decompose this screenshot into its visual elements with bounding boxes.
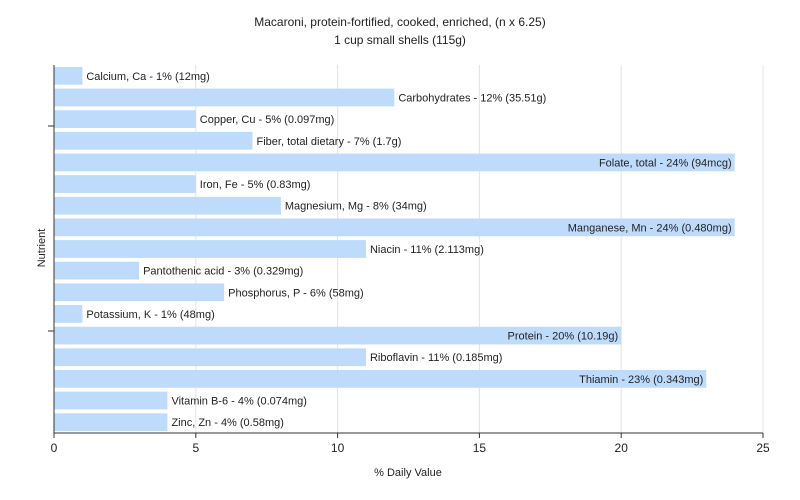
bars: Calcium, Ca - 1% (12mg) Carbohydrates - 1… — [54, 66, 735, 432]
x-tick-label: 10 — [331, 441, 345, 455]
bar-label: Copper, Cu - 5% (0.097mg) — [200, 114, 335, 126]
chart-title: Macaroni, protein-fortified, cooked, enr… — [254, 15, 546, 29]
bar — [54, 131, 253, 150]
bar — [54, 283, 225, 302]
y-axis-label: Nutrient — [36, 229, 48, 268]
axes: 0 5 10 15 20 25 — [48, 65, 770, 455]
bar-label: Fiber, total dietary - 7% (1.7g) — [257, 136, 402, 148]
bar — [54, 305, 83, 323]
bar — [54, 218, 735, 237]
bar-label: Riboflavin - 11% (0.185mg) — [370, 352, 502, 364]
bar-label: Carbohydrates - 12% (35.51g) — [398, 92, 546, 104]
bar-label: Magnesium, Mg - 8% (34mg) — [285, 201, 427, 213]
bar-label: Pantothenic acid - 3% (0.329mg) — [143, 266, 303, 278]
x-tick-label: 25 — [756, 441, 770, 455]
bar-label: Manganese, Mn - 24% (0.480mg) — [568, 222, 732, 234]
x-tick-label: 20 — [615, 441, 629, 455]
bar-label: Phosphorus, P - 6% (58mg) — [228, 287, 364, 299]
x-tick-label: 0 — [51, 441, 58, 455]
bar — [54, 261, 140, 280]
x-tick-label: 15 — [473, 441, 487, 455]
x-tick-label: 5 — [192, 441, 199, 455]
bar — [54, 110, 196, 128]
bar-label: Calcium, Ca - 1% (12mg) — [86, 71, 209, 83]
x-axis-label: % Daily Value — [374, 467, 442, 479]
bar — [54, 326, 622, 345]
bar-label: Iron, Fe - 5% (0.83mg) — [200, 179, 311, 191]
chart-subtitle: 1 cup small shells (115g) — [334, 33, 466, 47]
bar-label: Niacin - 11% (2.113mg) — [370, 244, 484, 256]
bar-label: Zinc, Zn - 4% (0.58mg) — [171, 417, 283, 429]
bar-label: Folate, total - 24% (94mcg) — [599, 157, 732, 169]
bar — [54, 348, 366, 367]
bar-label: Protein - 20% (10.19g) — [508, 331, 619, 343]
bar — [54, 88, 395, 107]
bar — [54, 66, 83, 85]
bar — [54, 196, 281, 215]
bar — [54, 240, 366, 258]
bar — [54, 175, 196, 193]
bar — [54, 413, 168, 432]
bar — [54, 153, 735, 172]
bar-label: Vitamin B-6 - 4% (0.074mg) — [171, 396, 307, 408]
bar — [54, 370, 707, 388]
bar-label: Thiamin - 23% (0.343mg) — [579, 374, 703, 386]
bar-label: Potassium, K - 1% (48mg) — [86, 309, 214, 321]
bar — [54, 391, 168, 410]
